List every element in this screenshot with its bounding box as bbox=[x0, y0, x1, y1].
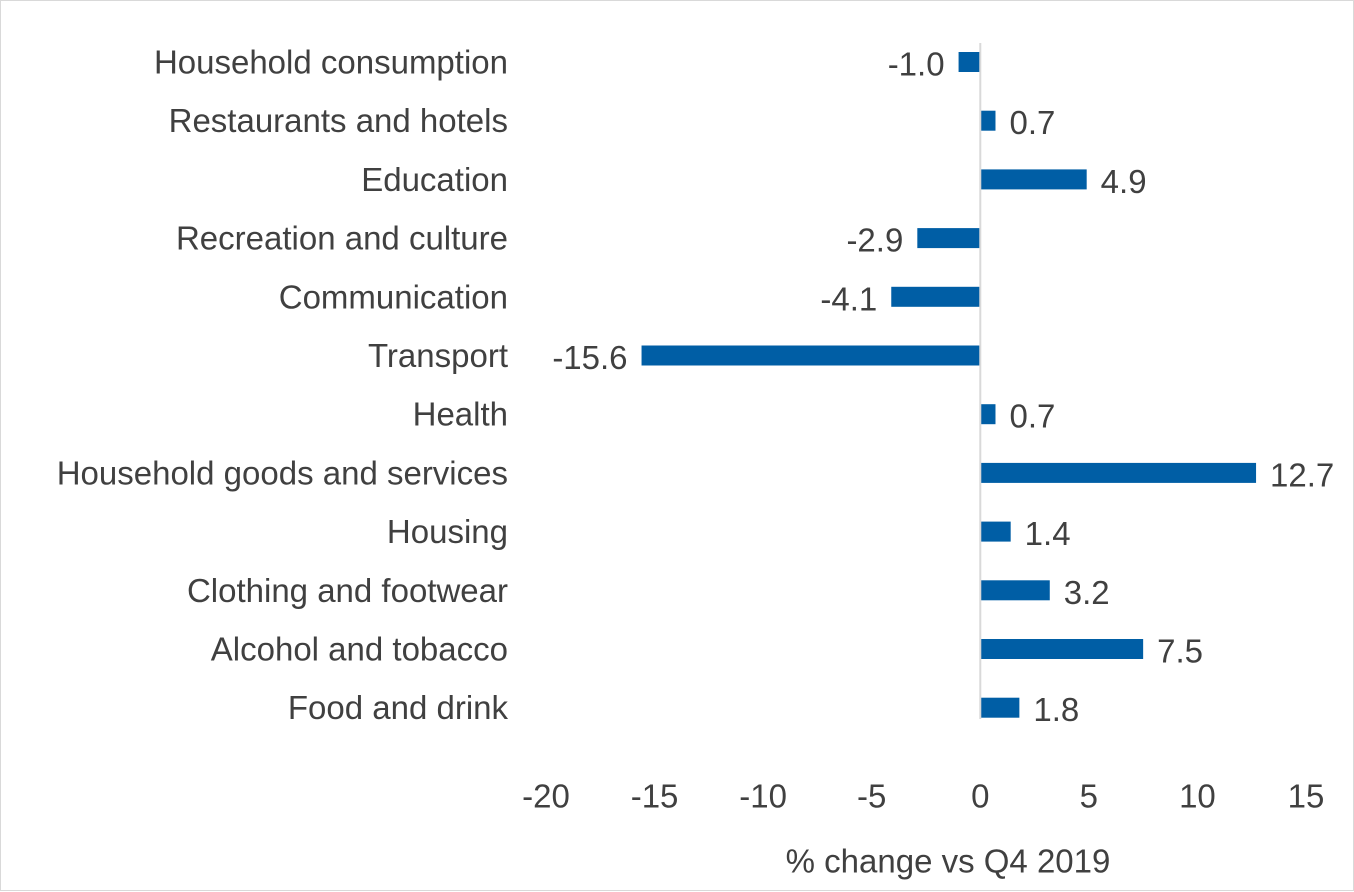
x-tick-labels: -20 -15 -10 -5 0 5 10 15 bbox=[522, 778, 1324, 815]
data-label: 1.4 bbox=[1025, 515, 1071, 552]
x-tick-label: -5 bbox=[857, 778, 886, 815]
category-label: Alcohol and tobacco bbox=[211, 631, 508, 668]
data-label: 3.2 bbox=[1064, 574, 1110, 611]
bar-food-and-drink bbox=[980, 697, 1020, 718]
data-label: -2.9 bbox=[846, 222, 903, 259]
category-labels: Household consumption Restaurants and hot… bbox=[57, 44, 509, 727]
category-label: Food and drink bbox=[288, 689, 509, 726]
bar-health bbox=[980, 404, 996, 425]
bar-housing bbox=[980, 521, 1011, 542]
bar-household-goods-and-services bbox=[980, 462, 1257, 483]
category-label: Transport bbox=[368, 337, 508, 374]
bar-restaurants-and-hotels bbox=[980, 110, 996, 131]
data-label: 7.5 bbox=[1157, 633, 1203, 670]
data-labels: -1.0 0.7 4.9 -2.9 -4.1 -15.6 0.7 12.7 1.4 3.2 7.5 1… bbox=[552, 46, 1334, 729]
bars-group bbox=[641, 52, 1257, 718]
category-label: Health bbox=[413, 396, 508, 433]
data-label: 12.7 bbox=[1270, 456, 1334, 493]
category-label: Housing bbox=[387, 513, 508, 550]
x-tick-label: 10 bbox=[1179, 778, 1216, 815]
x-tick-label: 5 bbox=[1080, 778, 1098, 815]
x-tick-label: -20 bbox=[522, 778, 570, 815]
data-label: 4.9 bbox=[1101, 163, 1147, 200]
bar-communication bbox=[891, 286, 981, 307]
bar-transport bbox=[641, 345, 981, 366]
data-label: -4.1 bbox=[820, 280, 877, 317]
data-label: 0.7 bbox=[1009, 104, 1055, 141]
x-tick-label: 15 bbox=[1288, 778, 1325, 815]
bar-education bbox=[980, 169, 1087, 190]
category-label: Recreation and culture bbox=[176, 220, 508, 257]
data-label: 1.8 bbox=[1033, 691, 1079, 728]
data-label: 0.7 bbox=[1009, 398, 1055, 435]
x-tick-label: -10 bbox=[739, 778, 787, 815]
category-label: Household consumption bbox=[154, 44, 508, 81]
category-label: Clothing and footwear bbox=[187, 572, 508, 609]
bar-recreation-and-culture bbox=[917, 228, 981, 249]
bar-alcohol-and-tobacco bbox=[980, 639, 1144, 659]
data-label: -15.6 bbox=[552, 339, 627, 376]
data-label: -1.0 bbox=[888, 46, 945, 83]
x-tick-label: -15 bbox=[631, 778, 679, 815]
x-tick-label: 0 bbox=[971, 778, 989, 815]
category-label: Education bbox=[361, 161, 508, 198]
category-label: Communication bbox=[279, 278, 508, 315]
category-label: Restaurants and hotels bbox=[169, 102, 508, 139]
category-label: Household goods and services bbox=[57, 454, 508, 491]
x-axis-title: % change vs Q4 2019 bbox=[786, 843, 1111, 880]
bar-household-consumption bbox=[958, 52, 981, 72]
bar-clothing-and-footwear bbox=[980, 580, 1050, 601]
